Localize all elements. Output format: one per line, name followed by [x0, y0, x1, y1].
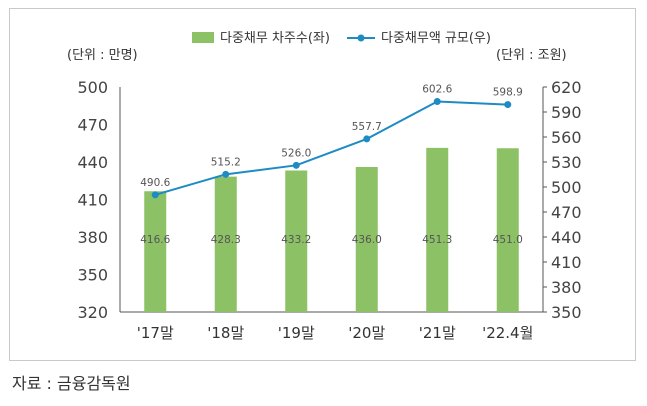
bar	[285, 170, 308, 312]
line-data-label: 602.6	[422, 84, 452, 96]
line-data-label: 490.6	[140, 177, 170, 189]
left-tick-label: 320	[77, 303, 108, 322]
legend-bar-label: 다중채무 차주수(좌)	[220, 31, 330, 46]
bar	[144, 191, 167, 312]
bar-data-label: 416.6	[140, 234, 170, 246]
line-point	[504, 101, 512, 109]
right-tick-label: 530	[551, 153, 582, 172]
x-tick-label: '21말	[419, 324, 456, 342]
line-point	[363, 135, 371, 143]
left-tick-label: 410	[77, 191, 108, 210]
bar-data-label: 428.3	[211, 234, 241, 246]
bar	[496, 148, 519, 312]
right-tick-label: 440	[551, 228, 582, 247]
right-tick-label: 590	[551, 103, 582, 122]
line-point	[151, 191, 159, 199]
line-data-label: 598.9	[493, 87, 523, 99]
right-tick-label: 620	[551, 78, 582, 97]
left-tick-label: 350	[77, 266, 108, 285]
right-tick-label: 470	[551, 203, 582, 222]
x-tick-label: '19말	[278, 324, 315, 342]
right-unit-label: (단위 : 조원)	[496, 48, 567, 63]
x-tick-label: '22.4월	[482, 324, 533, 342]
bar-data-label: 451.3	[422, 234, 452, 246]
line-point	[292, 161, 300, 169]
bar	[426, 147, 449, 312]
line-data-label: 526.0	[281, 147, 311, 159]
line-point	[222, 170, 230, 178]
left-tick-label: 470	[77, 116, 108, 135]
line-point	[433, 98, 441, 105]
chart-frame: 500 470 440 410 380 350 320 620 590 560 530 500 470 4…	[9, 8, 636, 361]
chart-canvas: 500 470 440 410 380 350 320 620 590 560 530 500 470 4…	[67, 31, 582, 342]
x-tick-label: '17말	[137, 324, 174, 342]
right-tick-label: 500	[551, 178, 582, 197]
x-tick-label: '20말	[348, 324, 385, 342]
bar	[355, 167, 378, 312]
left-tick-label: 380	[77, 228, 108, 247]
source-note: 자료 : 금융감독원	[12, 374, 131, 393]
line-data-label: 557.7	[352, 121, 382, 133]
bar-data-label: 451.0	[493, 234, 523, 246]
legend-line-label: 다중채무액 규모(우)	[381, 31, 491, 46]
right-tick-label: 560	[551, 128, 582, 147]
legend-bar-swatch	[192, 32, 214, 43]
right-tick-label: 410	[551, 253, 582, 272]
bar-data-label: 433.2	[281, 234, 311, 246]
bar-data-label: 436.0	[352, 234, 382, 246]
legend-line-marker	[357, 34, 365, 42]
left-tick-label: 500	[77, 78, 108, 97]
left-unit-label: (단위 : 만명)	[67, 48, 138, 63]
right-tick-label: 350	[551, 303, 582, 322]
line-series	[154, 100, 508, 196]
line-data-label: 515.2	[211, 156, 241, 168]
left-tick-label: 440	[77, 153, 108, 172]
right-tick-label: 380	[551, 278, 582, 297]
x-tick-label: '18말	[207, 324, 244, 342]
bar	[214, 176, 237, 312]
